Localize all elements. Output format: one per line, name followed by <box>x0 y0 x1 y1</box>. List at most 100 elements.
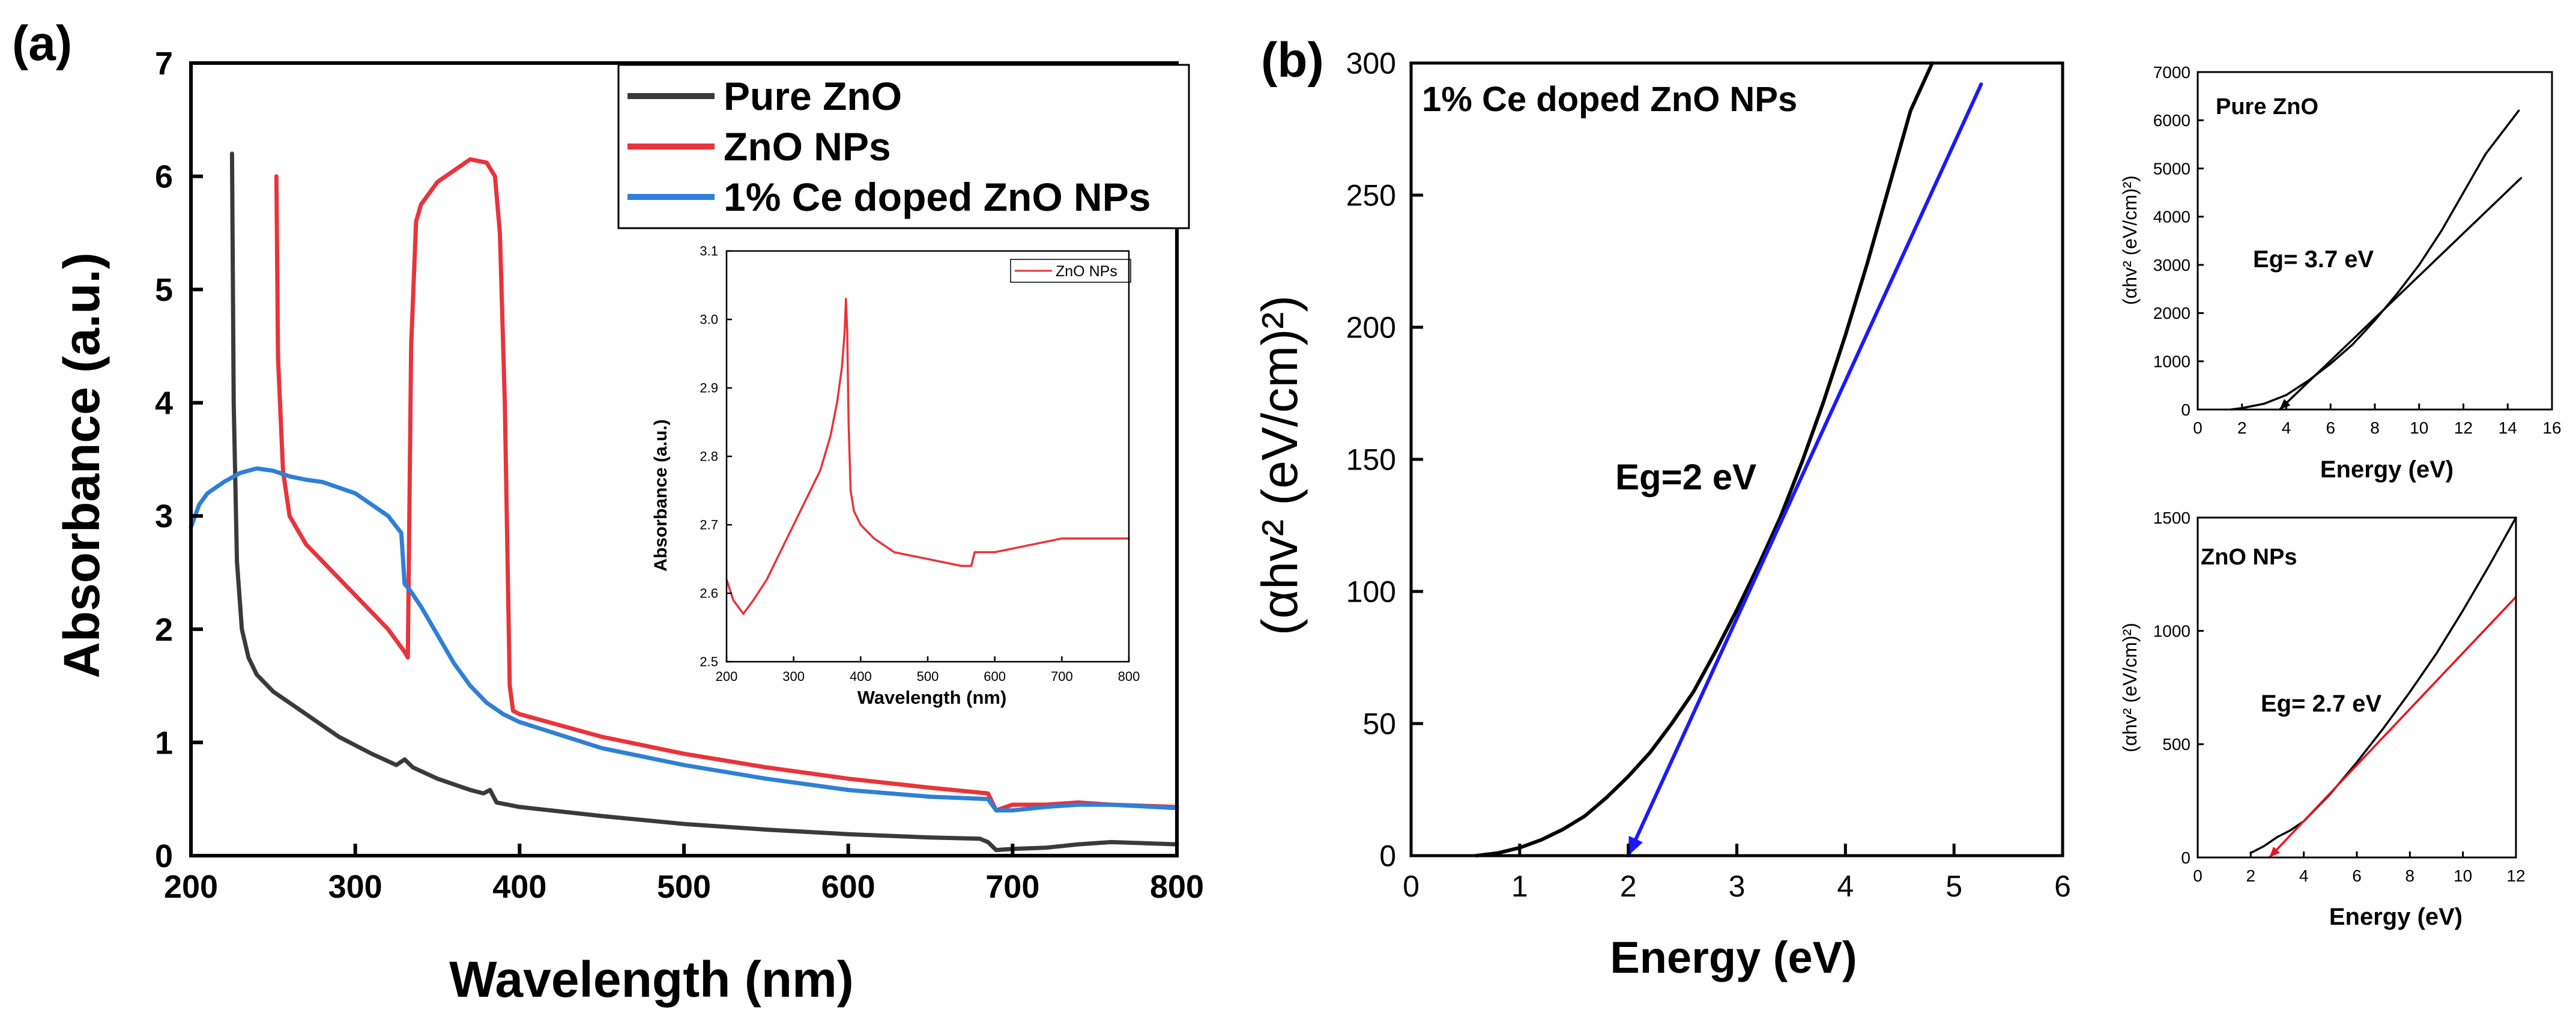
x-tick-label: 4 <box>2299 866 2309 885</box>
chart-b-inset-bottom: (αhv² (eV/cm)²) Energy (eV) ZnO NPs Eg= … <box>2119 509 2526 930</box>
series-line-0 <box>229 151 1179 853</box>
series-line-1 <box>2268 596 2517 859</box>
plot-background <box>727 251 1129 662</box>
y-tick-label: 2 <box>155 612 173 648</box>
b-inset-top-annotation: Pure ZnO <box>2216 94 2318 119</box>
panel-label-b: (b) <box>1261 33 1324 88</box>
y-tick-label: 1000 <box>2153 352 2191 371</box>
y-tick-label: 250 <box>1346 179 1396 213</box>
y-tick-label: 3 <box>155 498 173 534</box>
y-tick-label: 5 <box>155 272 173 308</box>
series-line-0 <box>1474 61 1934 857</box>
legend: ZnO NPs <box>1010 259 1131 283</box>
x-tick-label: 14 <box>2499 419 2517 437</box>
b-main-xlabel: Energy (eV) <box>1610 933 1857 982</box>
y-tick-label: 300 <box>1346 47 1396 80</box>
x-tick-label: 500 <box>917 669 939 684</box>
y-tick-label: 3.0 <box>700 312 718 327</box>
x-tick-label: 200 <box>164 869 218 905</box>
a-main-ylabel: Absorbance (a.u.) <box>53 252 110 678</box>
series-line-0 <box>2249 516 2517 854</box>
x-tick-label: 200 <box>716 669 738 684</box>
b-inset-bottom-ylabel: (αhv² (eV/cm)²) <box>2119 623 2141 752</box>
y-tick-label: 4000 <box>2153 208 2191 226</box>
x-tick-label: 8 <box>2370 419 2380 437</box>
y-tick-label: 500 <box>2162 735 2191 754</box>
series-line-1 <box>274 157 1179 813</box>
chart-a-main: Absorbance (a.u.) Wavelength (nm) 200 300… <box>53 46 1204 1008</box>
y-tick-label: 1000 <box>2153 621 2191 640</box>
x-tick-label: 600 <box>821 869 875 905</box>
x-tick-label: 300 <box>328 869 382 905</box>
y-tick-label: 4 <box>155 386 173 422</box>
y-tick-label: 200 <box>1346 311 1396 345</box>
y-tick-label: 7 <box>155 46 173 82</box>
b-inset-bottom-annotation: ZnO NPs <box>2201 545 2297 570</box>
x-tick-label: 12 <box>2454 419 2473 437</box>
b-inset-bottom-xlabel: Energy (eV) <box>2329 904 2463 930</box>
fit-arrowhead-1 <box>2279 399 2291 410</box>
b-main-annotation: 1% Ce doped ZnO NPs <box>1422 80 1797 119</box>
y-tick-label: 2.8 <box>700 449 718 464</box>
y-tick-label: 1 <box>155 725 173 761</box>
x-tick-label: 800 <box>1118 669 1140 684</box>
b-inset-top-ylabel: (αhv² (eV/cm)²) <box>2119 175 2141 305</box>
x-tick-label: 700 <box>1051 669 1073 684</box>
y-tick-label: 6000 <box>2153 111 2191 130</box>
y-tick-label: 1500 <box>2153 509 2191 527</box>
x-tick-label: 2 <box>1620 869 1637 903</box>
x-tick-label: 2 <box>2237 419 2247 437</box>
b-inset-bottom-eg-label: Eg= 2.7 eV <box>2261 691 2382 717</box>
x-tick-label: 400 <box>492 869 546 905</box>
x-tick-label: 6 <box>2352 866 2362 885</box>
x-tick-label: 600 <box>984 669 1006 684</box>
legend-label-ce-doped: 1% Ce doped ZnO NPs <box>724 175 1150 219</box>
b-inset-top-xlabel: Energy (eV) <box>2320 456 2454 483</box>
x-tick-label: 4 <box>1837 869 1854 903</box>
chart-b-main: (αhv² (eV/cm)²) Energy (eV) 1% Ce doped … <box>1251 47 2071 983</box>
y-tick-label: 3.1 <box>700 244 718 259</box>
y-tick-label: 2000 <box>2153 304 2191 322</box>
legend-label-zno-nps: ZnO NPs <box>724 124 891 169</box>
y-tick-label: 2.9 <box>700 381 718 396</box>
b-main-eg-label: Eg=2 eV <box>1615 457 1756 497</box>
x-tick-label: 1 <box>1511 869 1528 903</box>
x-tick-label: 3 <box>1729 869 1746 903</box>
x-tick-label: 5 <box>1946 869 1962 903</box>
panel-label-a: (a) <box>12 16 72 71</box>
x-tick-label: 4 <box>2282 419 2291 437</box>
y-tick-label: 2.6 <box>700 586 718 601</box>
y-tick-label: 2.5 <box>700 655 718 670</box>
x-tick-label: 6 <box>2054 869 2071 903</box>
b-inset-top-eg-label: Eg= 3.7 eV <box>2253 246 2374 273</box>
x-tick-label: 0 <box>2193 866 2203 885</box>
series-line-0 <box>2230 109 2520 411</box>
legend-label: ZnO NPs <box>1056 263 1117 280</box>
y-tick-label: 3000 <box>2153 256 2191 274</box>
y-tick-label: 50 <box>1362 707 1396 741</box>
x-tick-label: 0 <box>2193 419 2203 437</box>
y-tick-label: 7000 <box>2153 63 2191 82</box>
chart-b-inset-top: (αhv² (eV/cm)²) Energy (eV) Pure ZnO Eg=… <box>2119 63 2562 483</box>
series-line-0 <box>725 298 1130 615</box>
x-tick-label: 700 <box>985 869 1039 905</box>
x-tick-label: 800 <box>1150 869 1204 905</box>
legend-label-pure-zno: Pure ZnO <box>724 74 902 118</box>
a-inset-xlabel: Wavelength (nm) <box>857 687 1007 708</box>
x-tick-label: 8 <box>2405 866 2415 885</box>
y-tick-label: 2.7 <box>700 518 718 533</box>
y-tick-label: 0 <box>2181 401 2191 419</box>
x-tick-label: 500 <box>657 869 711 905</box>
y-tick-label: 150 <box>1346 443 1396 477</box>
fit-arrowhead-1 <box>1628 836 1643 856</box>
y-tick-label: 100 <box>1346 575 1396 609</box>
x-tick-label: 400 <box>850 669 872 684</box>
plot-frame <box>2197 71 2553 411</box>
series-line-2 <box>189 466 1179 813</box>
series-line-1 <box>1626 82 1983 857</box>
x-tick-label: 2 <box>2246 866 2256 885</box>
x-tick-label: 16 <box>2542 419 2561 437</box>
x-tick-label: 300 <box>782 669 805 684</box>
a-inset-ylabel: Absorbance (a.u.) <box>651 419 671 571</box>
